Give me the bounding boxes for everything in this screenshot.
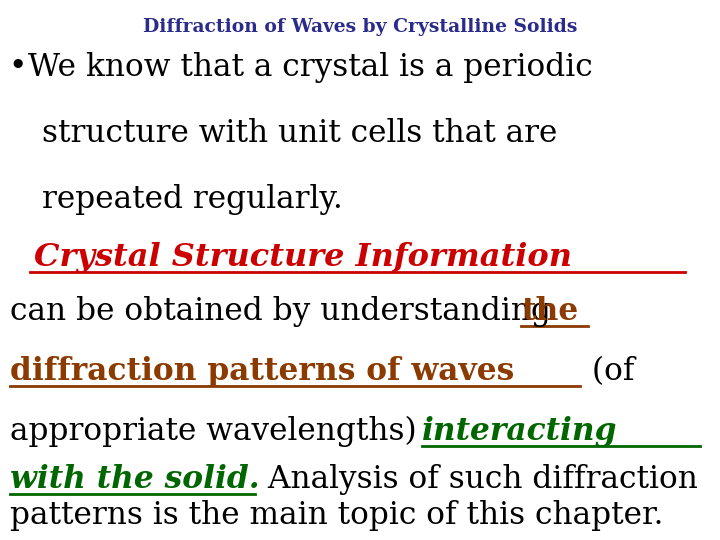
Text: patterns is the main topic of this chapter.: patterns is the main topic of this chapt… [10,500,663,531]
Text: the: the [521,296,578,327]
Text: repeated regularly.: repeated regularly. [42,184,343,215]
Text: can be obtained by understanding: can be obtained by understanding [10,296,561,327]
Text: (of: (of [582,356,634,387]
Text: structure with unit cells that are: structure with unit cells that are [42,118,557,149]
Text: We know that a crystal is a periodic: We know that a crystal is a periodic [28,52,593,83]
Text: diffraction patterns of waves: diffraction patterns of waves [10,356,514,387]
Text: •: • [8,52,27,83]
Text: appropriate wavelengths): appropriate wavelengths) [10,416,427,447]
Text: Crystal Structure Information: Crystal Structure Information [34,242,572,273]
Text: interacting: interacting [422,416,618,447]
Text: Diffraction of Waves by Crystalline Solids: Diffraction of Waves by Crystalline Soli… [143,18,577,36]
Text: with the solid.: with the solid. [10,464,260,495]
Text: Analysis of such diffraction: Analysis of such diffraction [258,464,698,495]
